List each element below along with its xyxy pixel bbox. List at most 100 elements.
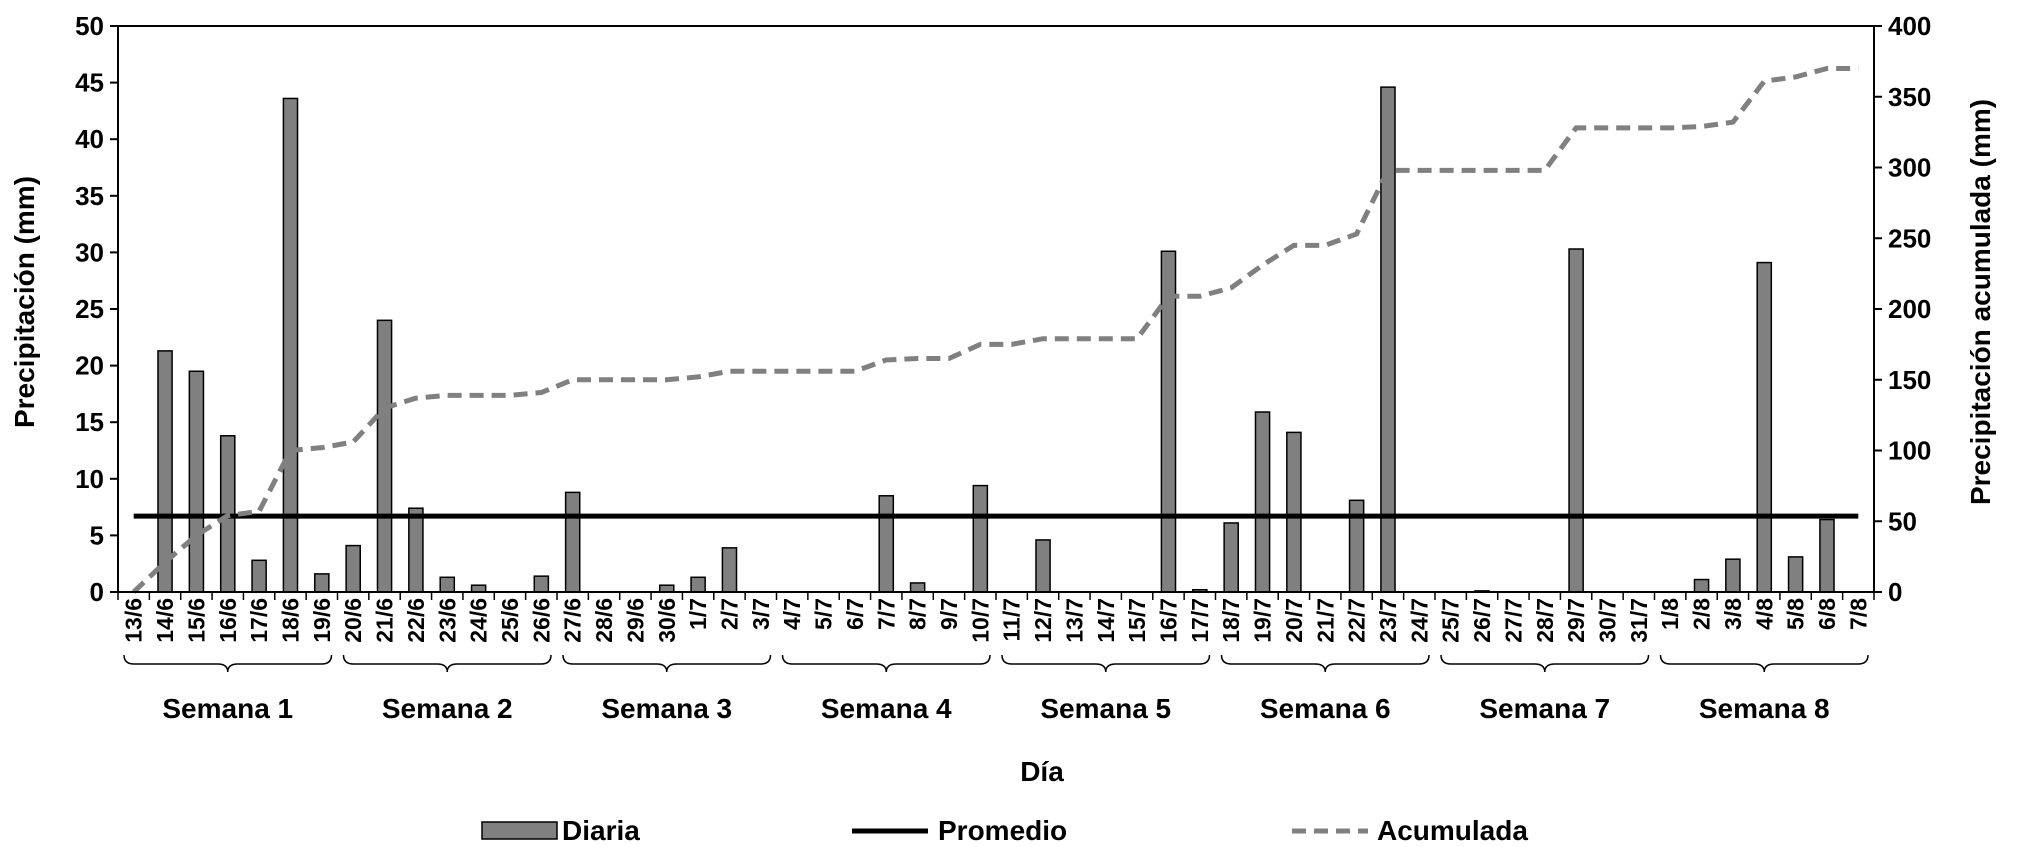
week-label: Semana 5: [1040, 693, 1171, 724]
left-tick-label: 30: [75, 237, 104, 267]
bar-15-6: [188, 370, 205, 593]
bar-20-7: [1286, 431, 1302, 593]
right-y-ticks: 0 50 100 150 200 250 300 350 400: [1874, 11, 1931, 607]
x-tick-label: 1/8: [1657, 598, 1683, 630]
x-tick-label: 29/7: [1563, 598, 1589, 643]
legend-acumulada-label: Acumulada: [1377, 815, 1528, 846]
x-tick-label: 24/7: [1406, 598, 1432, 643]
bar-19-7: [1254, 411, 1271, 593]
legend-diaria-swatch: [481, 821, 558, 840]
bar-17-6: [251, 559, 267, 593]
bar-4-8: [1756, 261, 1773, 593]
x-tick-label: 19/7: [1250, 598, 1276, 643]
bar-20-6: [345, 544, 361, 593]
x-tick-label: 23/7: [1375, 598, 1401, 643]
bar-19-6: [314, 573, 330, 593]
left-tick-label: 25: [75, 294, 104, 324]
daily-bars: [157, 86, 1835, 593]
week-label: Semana 7: [1479, 693, 1610, 724]
bar-10-7: [972, 484, 989, 593]
bar-24-6: [470, 584, 487, 593]
week-groups: Semana 1 Semana 2 Semana 3 Semana 4 Semana 5…: [123, 654, 1869, 724]
right-tick-label: 100: [1888, 436, 1931, 466]
left-tick-label: 0: [90, 577, 104, 607]
x-tick-label: 11/7: [999, 598, 1025, 642]
cumulative-line-path: [131, 65, 1859, 594]
bar-6-8: [1819, 518, 1835, 593]
x-tick-label: 18/6: [277, 598, 303, 643]
x-tick-label: 14/7: [1093, 598, 1119, 643]
x-tick-label: 12/7: [1030, 598, 1056, 643]
x-ticks: 13/6 14/6 15/6 16/6 17/6 18/6 19/6 20/6 21/6 22/6…: [117, 592, 1875, 643]
left-tick-label: 50: [75, 11, 104, 41]
x-tick-label: 27/6: [560, 598, 586, 643]
right-tick-label: 300: [1888, 153, 1931, 183]
x-tick-label: 13/6: [121, 598, 147, 643]
week-bracket: [781, 654, 991, 673]
x-tick-label: 25/7: [1438, 598, 1464, 643]
x-tick-label: 13/7: [1061, 598, 1087, 643]
week-bracket: [1659, 654, 1869, 673]
bar-26-6: [533, 575, 550, 593]
x-tick-label: 15/6: [183, 598, 209, 643]
x-tick-label: 28/7: [1532, 598, 1558, 643]
x-tick-label: 7/7: [873, 598, 899, 630]
x-tick-label: 29/6: [622, 598, 648, 643]
x-tick-label: 16/6: [215, 598, 241, 643]
left-tick-label: 40: [75, 124, 104, 154]
x-tick-label: 5/8: [1783, 598, 1809, 630]
left-tick-label: 45: [75, 68, 104, 98]
x-tick-label: 20/7: [1281, 598, 1307, 643]
week-bracket: [1001, 654, 1211, 673]
x-tick-label: 15/7: [1124, 598, 1150, 643]
bar-1-7: [690, 576, 706, 593]
left-tick-label: 10: [75, 464, 104, 494]
x-tick-label: 16/7: [1155, 598, 1181, 643]
right-tick-label: 150: [1888, 365, 1931, 395]
x-tick-label: 8/7: [905, 598, 931, 630]
bar-18-7: [1223, 522, 1239, 593]
week-bracket: [1220, 654, 1430, 673]
bar-7-7: [878, 495, 895, 593]
x-tick-label: 9/7: [936, 598, 962, 630]
x-tick-label: 22/6: [403, 598, 429, 643]
x-tick-label: 4/7: [779, 598, 805, 630]
x-tick-label: 14/6: [152, 598, 178, 643]
bar-3-8: [1725, 558, 1741, 593]
bar-12-7: [1035, 539, 1051, 593]
x-tick-label: 2/8: [1689, 598, 1715, 630]
x-tick-label: 26/7: [1469, 598, 1495, 643]
week-bracket: [342, 654, 552, 673]
bar-5-8: [1787, 556, 1804, 593]
x-tick-label: 6/7: [842, 598, 868, 630]
bar-8-7: [909, 582, 926, 593]
x-tick-label: 3/7: [748, 598, 774, 630]
y2-axis-title: Precipitación acumulada (mm): [1965, 99, 1996, 505]
x-tick-label: 5/7: [811, 598, 837, 630]
week-bracket: [123, 654, 333, 673]
x-tick-label: 21/6: [372, 598, 398, 643]
x-tick-label: 20/6: [340, 598, 366, 643]
x-tick-label: 21/7: [1312, 598, 1338, 643]
right-tick-label: 200: [1888, 294, 1931, 324]
x-tick-label: 31/7: [1626, 598, 1652, 643]
x-tick-label: 3/8: [1720, 598, 1746, 630]
x-tick-label: 4/8: [1751, 598, 1777, 630]
left-tick-label: 15: [75, 407, 104, 437]
x-tick-label: 25/6: [497, 598, 523, 643]
week-label: Semana 3: [601, 693, 732, 724]
x-tick-label: 6/8: [1814, 598, 1840, 630]
bar-30-6: [658, 584, 675, 593]
x-tick-label: 7/8: [1845, 598, 1871, 630]
week-label: Semana 1: [162, 693, 293, 724]
week-bracket: [562, 654, 772, 673]
right-tick-label: 400: [1888, 11, 1931, 41]
week-bracket: [1440, 654, 1650, 673]
x-tick-label: 27/7: [1500, 598, 1526, 643]
right-tick-label: 50: [1888, 506, 1917, 536]
x-axis-title: Día: [1020, 756, 1064, 787]
x-tick-label: 18/7: [1218, 598, 1244, 643]
bar-23-6: [439, 576, 456, 593]
legend: Diaria Promedio Acumulada: [481, 815, 1528, 846]
